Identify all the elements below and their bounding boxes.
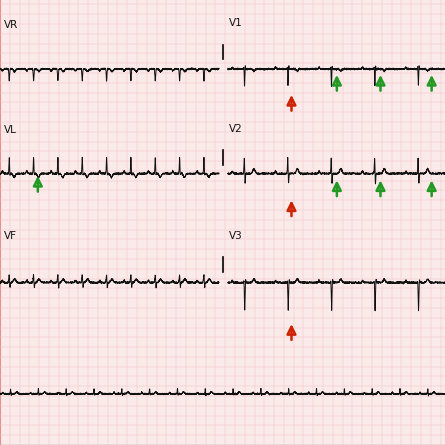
Text: VR: VR	[4, 20, 18, 30]
Text: VF: VF	[4, 231, 16, 241]
Text: V2: V2	[229, 124, 243, 134]
Text: V3: V3	[229, 231, 243, 240]
Text: VL: VL	[4, 125, 16, 134]
Text: V1: V1	[229, 18, 243, 28]
